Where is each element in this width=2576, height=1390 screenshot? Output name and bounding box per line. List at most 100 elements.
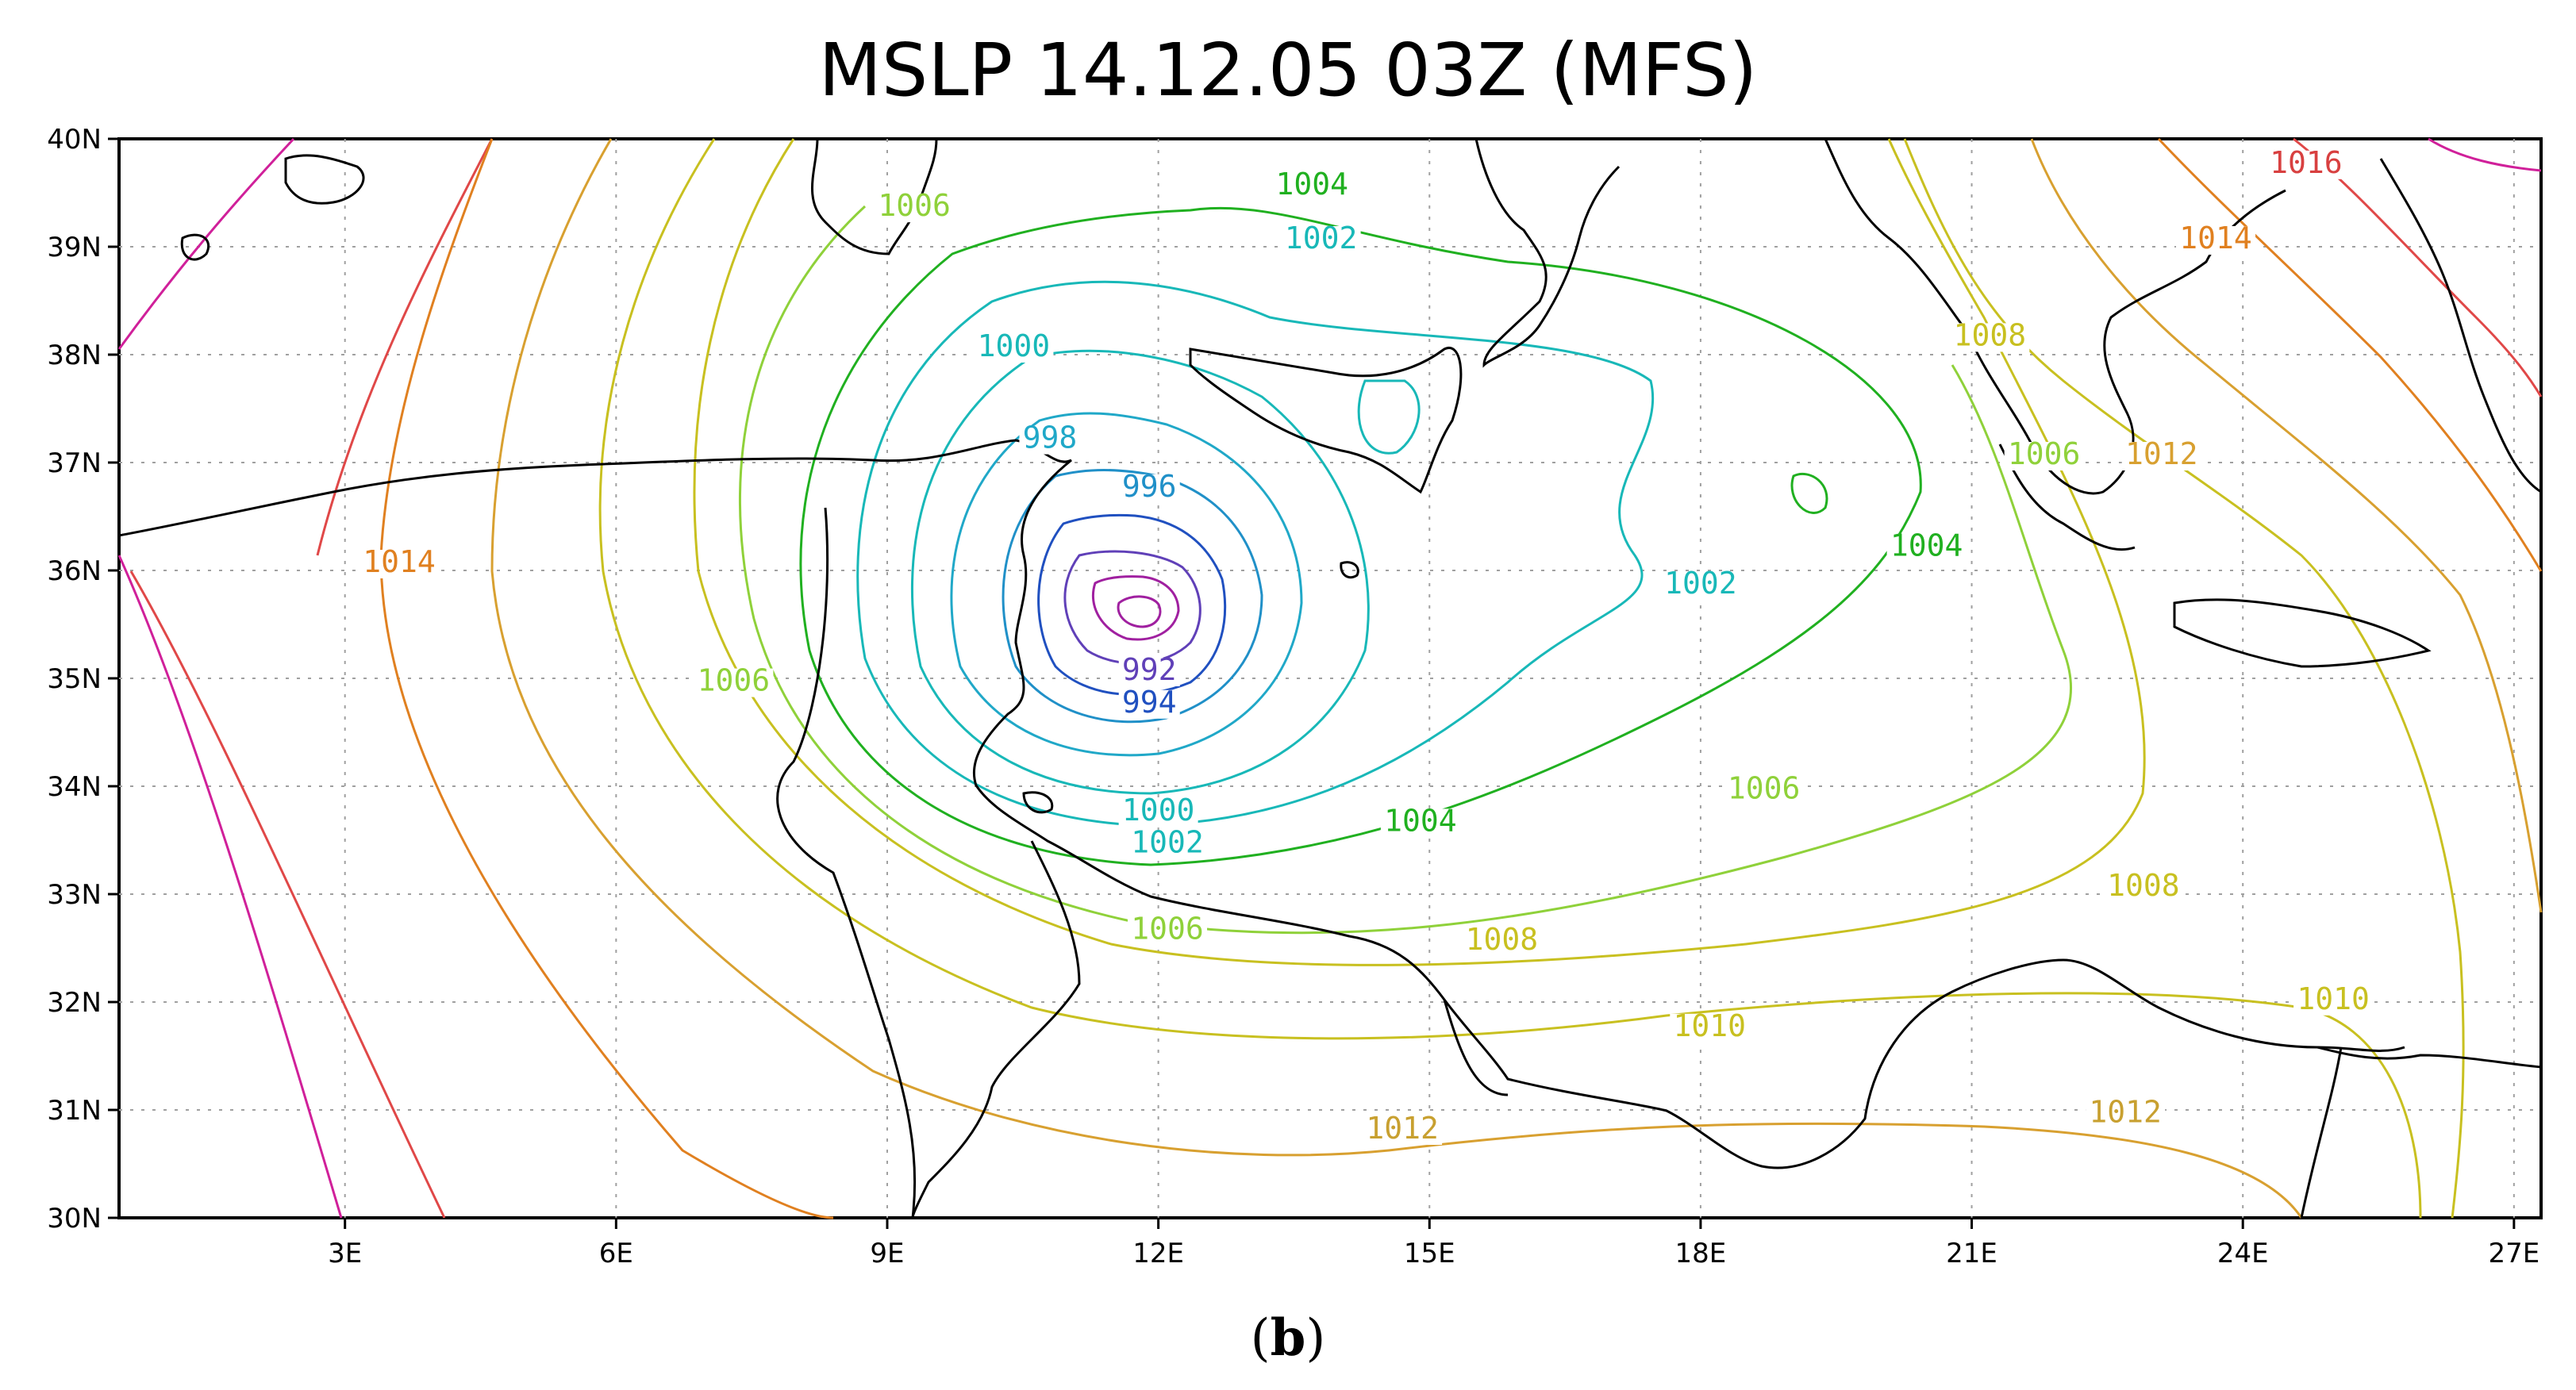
isobar-line xyxy=(1790,472,1828,514)
isobar-line xyxy=(117,555,343,1219)
map-title: MSLP 14.12.05 03Z (MFS) xyxy=(819,28,1758,113)
isobar-line xyxy=(1037,513,1227,696)
contour-label-bg xyxy=(875,194,955,223)
contour-label-text: 1008 xyxy=(2107,868,2180,903)
isobar-line xyxy=(2030,138,2543,913)
isobar-line xyxy=(738,205,2073,935)
contour-label-bg xyxy=(2121,442,2201,470)
isobar-line xyxy=(598,138,2422,1219)
x-tick-label: 15E xyxy=(1404,1238,1455,1269)
x-tick-label: 6E xyxy=(599,1238,633,1269)
y-tick-label: 34N xyxy=(47,771,102,803)
contour-label: 1014 xyxy=(359,544,440,579)
contour-label: 996 xyxy=(1118,469,1180,504)
contour-label-text: 1012 xyxy=(2125,436,2198,471)
contour-label: 1004 xyxy=(1380,803,1460,838)
contour-label-bg xyxy=(2293,986,2374,1016)
x-axis: 3E 6E 9E 12E 15E 18E 21E 24E 27E xyxy=(328,1218,2539,1269)
contour-label-bg xyxy=(1670,1013,1750,1042)
coastlines xyxy=(118,138,2542,1219)
contour-label-bg xyxy=(1950,323,2030,352)
contour-label-text: 1008 xyxy=(1466,922,1539,957)
y-tick-label: 31N xyxy=(47,1095,102,1127)
y-tick-label: 37N xyxy=(47,447,102,479)
y-tick-label: 38N xyxy=(47,340,102,371)
isobar-line xyxy=(856,280,1655,827)
contour-label-bg xyxy=(694,668,774,697)
contour-label-text: 1000 xyxy=(1122,793,1195,827)
contour-label-text: 994 xyxy=(1122,685,1177,720)
isobar-line xyxy=(1063,550,1201,665)
contour-label-bg xyxy=(1128,830,1208,859)
y-tick-label: 40N xyxy=(47,124,102,156)
contour-label-text: 1014 xyxy=(363,544,436,579)
contour-label: 1004 xyxy=(1886,528,1967,563)
x-tick-label: 18E xyxy=(1675,1238,1727,1269)
x-tick-label: 24E xyxy=(2217,1238,2269,1269)
contour-label: 1010 xyxy=(2293,981,2374,1016)
contour-label-bg xyxy=(2103,874,2183,902)
contour-label: 1012 xyxy=(2121,436,2201,471)
contour-label-text: 1006 xyxy=(1131,911,1204,946)
contour-label: 1002 xyxy=(1660,566,1740,601)
contour-label-bg xyxy=(359,550,440,578)
contour-labels: 1006100410021000998996994992100010021004… xyxy=(359,145,2374,1146)
greece xyxy=(1824,138,2286,495)
contour-label-bg xyxy=(1281,226,1361,255)
contour-label: 1010 xyxy=(1670,1008,1750,1043)
contour-label-bg xyxy=(1380,808,1460,838)
contour-label-text: 1010 xyxy=(2297,981,2370,1016)
sicily xyxy=(1189,347,1463,494)
contour-label-text: 1002 xyxy=(1285,221,1358,255)
italy-calabria xyxy=(1474,138,1621,368)
border-libya-south xyxy=(1443,999,1509,1096)
contour-label: 1000 xyxy=(1118,793,1198,827)
y-axis: 30N 31N 32N 33N 34N 35N 36N 37N 38N 39N 40N xyxy=(47,124,119,1234)
contour-label-text: 1004 xyxy=(1275,167,1348,202)
border-west xyxy=(776,507,917,1219)
contour-label: 1000 xyxy=(974,328,1054,363)
djerba xyxy=(1022,791,1054,814)
contour-label-text: 1016 xyxy=(2270,145,2343,180)
isobars xyxy=(117,137,2543,1219)
figure-caption: (b) xyxy=(1251,1308,1326,1368)
isobar-line xyxy=(490,138,2303,1219)
crete xyxy=(2173,598,2432,668)
contour-label-bg xyxy=(1462,927,1542,956)
contour-label-bg xyxy=(2004,442,2084,470)
contour-label-text: 1002 xyxy=(1131,825,1204,860)
contour-label-bg xyxy=(1724,776,1804,805)
contour-label-text: 1012 xyxy=(1366,1111,1439,1146)
isobar-line xyxy=(1903,138,2465,1219)
contour-label-text: 1004 xyxy=(1384,803,1457,838)
contour-label-text: 1014 xyxy=(2179,221,2252,255)
contour-label-text: 1002 xyxy=(1664,566,1737,601)
contour-label: 998 xyxy=(1019,420,1081,455)
contour-label-bg xyxy=(2176,226,2256,255)
contour-label: 992 xyxy=(1118,652,1180,687)
contour-label-bg xyxy=(1118,797,1198,827)
contour-label: 1008 xyxy=(1462,922,1542,957)
contour-label: 1008 xyxy=(2103,868,2183,903)
contour-label: 1016 xyxy=(2266,145,2346,180)
contour-label-bg xyxy=(1019,425,1081,455)
caption-close: ) xyxy=(1305,1309,1325,1368)
isobar-line xyxy=(129,570,446,1219)
contour-label: 1006 xyxy=(2004,436,2084,471)
contour-label: 1002 xyxy=(1128,825,1208,860)
y-tick-label: 36N xyxy=(47,555,102,587)
contour-label-text: 1008 xyxy=(1954,317,2027,352)
contour-label: 1006 xyxy=(694,663,774,698)
contour-label-bg xyxy=(1128,916,1208,946)
isobar-line xyxy=(950,412,1303,757)
contour-label-text: 1006 xyxy=(2008,436,2081,471)
contour-label-text: 1006 xyxy=(1728,771,1801,806)
contour-label-bg xyxy=(1886,533,1967,563)
caption-letter: b xyxy=(1271,1308,1306,1368)
contour-label-bg xyxy=(2266,150,2346,179)
contour-label-text: 996 xyxy=(1122,469,1177,504)
contour-label-bg xyxy=(1118,689,1180,719)
y-tick-label: 32N xyxy=(47,987,102,1019)
isobar-line xyxy=(2157,137,2543,572)
contour-label-bg xyxy=(1118,474,1180,503)
